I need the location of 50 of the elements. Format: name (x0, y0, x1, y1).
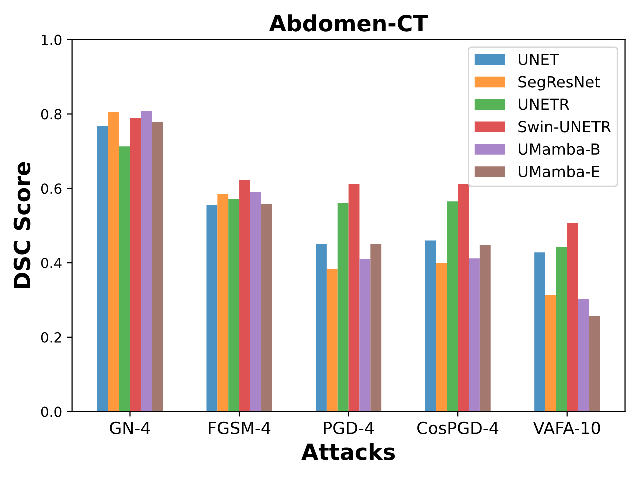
x-tick-label: PGD-4 (324, 422, 374, 434)
bar (567, 223, 578, 412)
bar (556, 247, 568, 412)
bar (425, 240, 436, 412)
bar (534, 252, 546, 412)
bar (578, 299, 590, 412)
bar (119, 146, 130, 412)
x-tick-label: VAFA-10 (533, 422, 600, 434)
y-tick-label: 0.2 (41, 332, 62, 343)
x-tick-label: CosPGD-4 (418, 422, 499, 434)
legend-label: UMamba-B (519, 143, 600, 156)
bar (338, 204, 349, 412)
x-tick-label: GN-4 (110, 422, 150, 434)
bar (218, 194, 229, 412)
bar (370, 244, 382, 412)
x-axis-title: Attacks (302, 443, 396, 460)
bar (97, 126, 108, 412)
bar (206, 205, 218, 412)
y-tick-label: 0.0 (41, 406, 62, 418)
x-tick-label: FGSM-4 (209, 422, 271, 434)
y-tick-label: 1.0 (42, 34, 62, 46)
y-tick-label: 0.8 (41, 109, 62, 120)
legend-label: Swin-UNETR (518, 120, 612, 133)
bar (261, 204, 272, 412)
bar (250, 192, 262, 412)
legend-label: UNET (519, 54, 560, 66)
chart-title: Abdomen-CT (269, 14, 428, 32)
bar (546, 295, 556, 412)
bar (326, 268, 338, 412)
legend-label: SegResNet (518, 76, 600, 91)
bar (141, 111, 152, 412)
bar (316, 244, 327, 412)
bar (469, 258, 480, 412)
bar (360, 259, 371, 412)
y-axis-title: DSC Score (14, 162, 31, 288)
legend-label: UMamba-E (519, 166, 600, 178)
legend-label: UNETR (519, 98, 570, 110)
bar (447, 202, 458, 412)
bar (130, 118, 142, 412)
bar (458, 184, 470, 412)
bar (152, 122, 164, 412)
y-tick-label: 0.4 (41, 258, 62, 269)
bar (228, 199, 240, 412)
bar (240, 180, 250, 412)
bar (480, 245, 491, 412)
bar (589, 316, 600, 412)
bar (436, 263, 448, 412)
bar (108, 112, 120, 412)
y-tick-label: 0.6 (41, 184, 62, 194)
bar (348, 184, 360, 412)
